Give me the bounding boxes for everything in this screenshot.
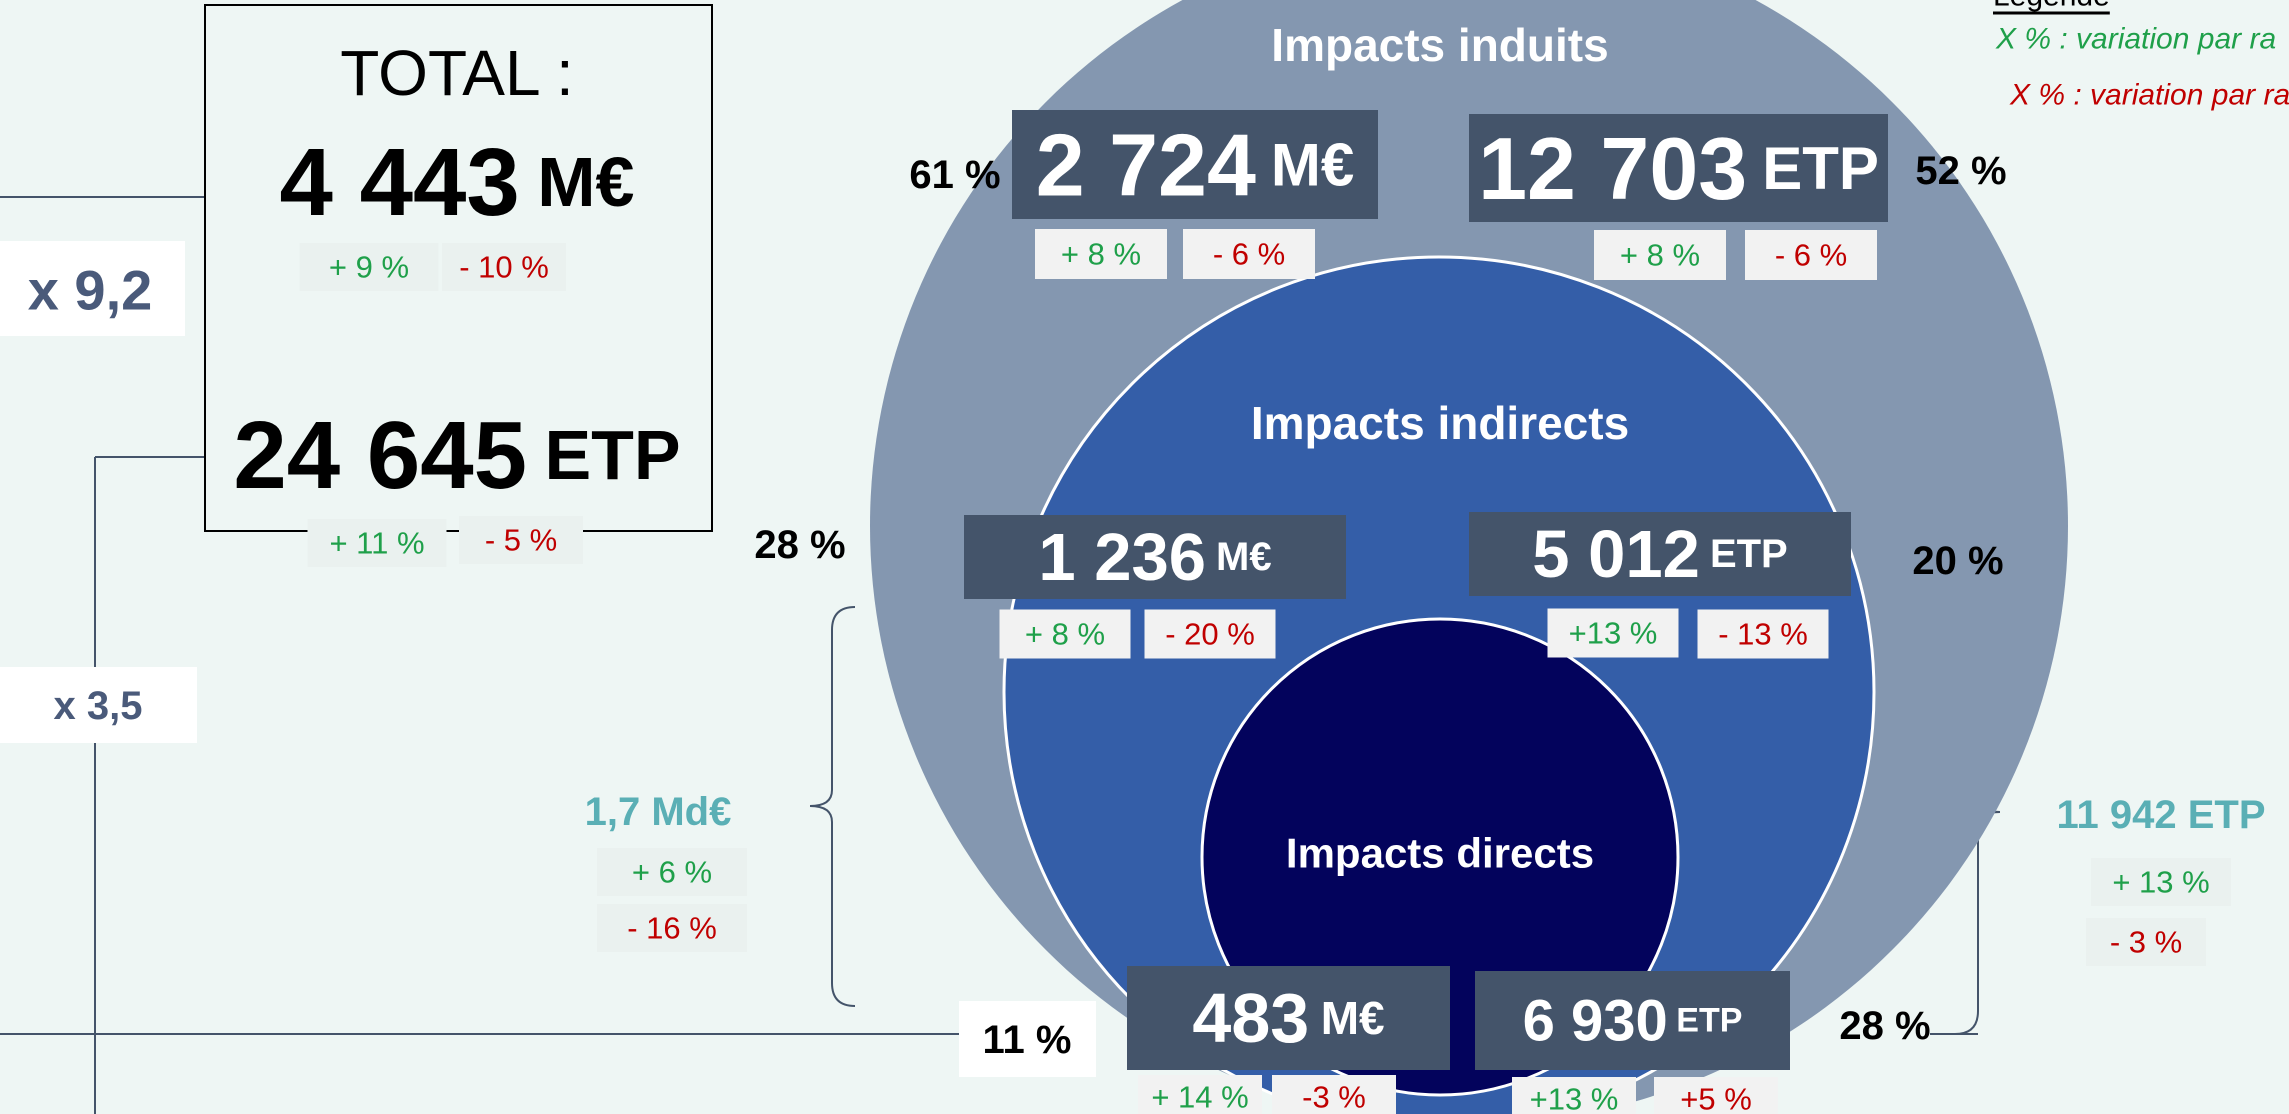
multiplier-box [0,241,185,336]
badge [597,904,747,952]
badge-text: +13 % [1569,616,1658,651]
value-box [1469,512,1851,596]
value: 6 930 [1523,988,1668,1053]
value: 4 443 [280,129,520,236]
badge-text: + 14 % [1151,1080,1248,1114]
badge [1697,609,1829,659]
badge-text: +13 % [1530,1082,1619,1114]
value: 483 [1192,979,1309,1057]
total-jobs: 24 645 ETP [233,402,680,509]
level-title: Impacts directs [1286,830,1594,877]
share: 28 % [1839,1004,1930,1048]
value: 1 236 [1038,520,1206,595]
value-box [1012,110,1378,219]
level-title: Impacts induits [1271,19,1608,71]
badge [999,609,1131,659]
badge [1272,1075,1396,1114]
legend-title: Légende [1993,0,2110,13]
total-title: TOTAL : [340,37,574,109]
badge-text: - 10 % [459,250,549,285]
unit: M€ [1321,992,1385,1044]
badge [442,243,566,291]
unit: ETP [1676,1002,1742,1040]
value: 24 645 [233,402,527,509]
badge-text: +5 % [1680,1082,1752,1114]
connectors [0,196,2001,1114]
share: 28 % [754,523,845,567]
badge [1035,229,1167,279]
unit: M€ [537,143,634,221]
brace [809,606,856,1007]
multiplier-box [0,667,197,743]
badge [1138,1075,1262,1114]
badge-text: - 3 % [2110,925,2182,960]
badge-text: + 6 % [632,855,712,890]
value-box [1127,966,1450,1070]
unit: M€ [1216,535,1272,579]
level-amount: 1 236 M€ [1038,520,1271,595]
share-box [959,1001,1096,1077]
badge-text: + 13 % [2112,865,2209,900]
badge [299,243,439,291]
badge [1144,609,1276,659]
value-box [1475,971,1790,1070]
badge [597,848,747,896]
badge-text: + 9 % [329,250,409,285]
side-value: 11 942 ETP [2056,793,2265,837]
level-jobs: 6 930 ETP [1523,988,1743,1053]
legend-item: X % : variation par ra [1995,23,2276,56]
level-title: Impacts indirects [1251,397,1629,449]
badge-text: + 11 % [329,526,424,561]
total-box [204,4,713,532]
badge-text: - 5 % [485,523,557,558]
share: 11 % [983,1018,1072,1062]
badge-text: - 20 % [1165,617,1255,652]
legend-item: X % : variation par ra [2009,79,2289,112]
badge-text: + 8 % [1025,617,1105,652]
level-jobs: 5 012 ETP [1532,517,1787,592]
badge [307,519,447,567]
badge [2086,918,2206,966]
badge [1654,1077,1778,1114]
unit: M€ [1271,131,1354,198]
share: 20 % [1912,539,2003,583]
unit: ETP [1710,532,1788,576]
badge [1594,230,1726,280]
total-amount: 4 443 M€ [280,129,635,236]
badge-text: - 6 % [1213,237,1285,272]
badge-text: -3 % [1302,1080,1366,1114]
badge [459,516,583,564]
unit: ETP [1762,135,1879,202]
value-box [964,515,1346,599]
share: 61 % [909,153,1000,197]
badge [1183,229,1315,279]
multiplier: x 9,2 [28,259,153,322]
multiplier: x 3,5 [54,684,143,728]
badge [1745,230,1877,280]
value: 2 724 [1036,115,1256,214]
badge [1547,608,1679,658]
badge-text: - 16 % [627,911,717,946]
side-value: 1,7 Md€ [585,790,732,834]
value-box [1469,114,1888,222]
value: 12 703 [1478,119,1747,218]
level-amount: 2 724 M€ [1036,115,1355,214]
unit: ETP [544,416,680,494]
badge-text: - 6 % [1775,238,1847,273]
badge-text: - 13 % [1718,617,1808,652]
badge-text: + 8 % [1061,237,1141,272]
badge [2091,858,2231,906]
share: 52 % [1915,149,2006,193]
badge-text: + 8 % [1620,238,1700,273]
value: 5 012 [1532,517,1700,592]
badge [1512,1077,1636,1114]
level-amount: 483 M€ [1192,979,1384,1057]
level-jobs: 12 703 ETP [1478,119,1879,218]
